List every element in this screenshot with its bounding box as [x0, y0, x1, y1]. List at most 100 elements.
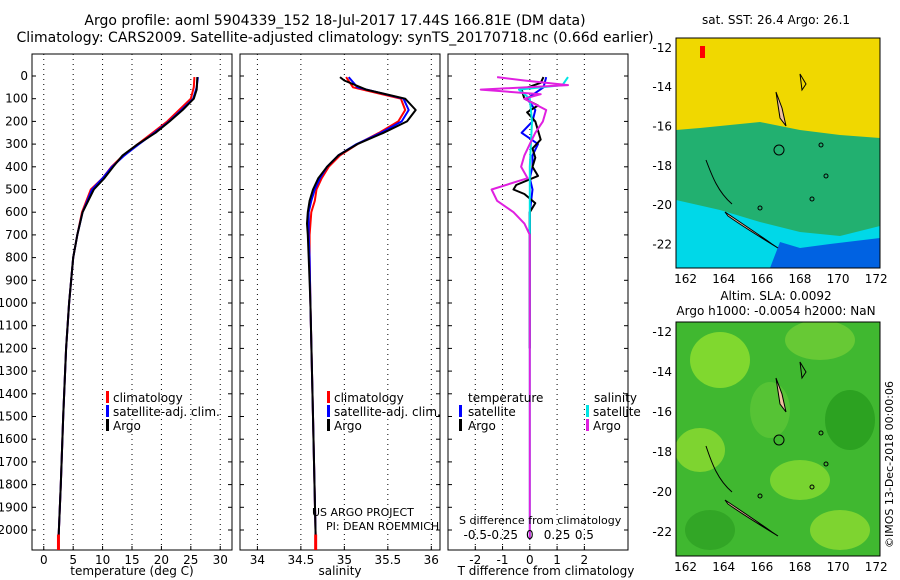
- series-line: [57, 77, 196, 540]
- depth-tick-label: 1500: [0, 410, 28, 424]
- series-line: [479, 76, 569, 540]
- s-difference-ticks: -0.5 -0.25 0 0.25 0.5: [464, 528, 594, 542]
- map-x-tick-label: 170: [827, 560, 850, 574]
- salinity-legend: climatology satellite-adj. clim. Argo: [327, 391, 441, 433]
- legend-label-argo: Argo: [113, 419, 141, 433]
- x-tick-label: -2: [469, 553, 481, 567]
- series-climatology: [57, 77, 196, 540]
- x-tick-label: 0: [40, 553, 48, 567]
- sst-map-title: sat. SST: 26.4 Argo: 26.1: [702, 13, 850, 27]
- depth-tick-label: 300: [5, 137, 28, 151]
- s-tick-label: -0.5: [464, 528, 487, 542]
- sla-map-ticks: 162 164 166 168 170 172 -12 -14 -16 -18 -20 -22: [652, 325, 887, 574]
- x-tick-label: 0: [526, 553, 534, 567]
- series-line: [517, 76, 569, 540]
- sla-map-field: [676, 322, 880, 556]
- map-x-tick-label: 168: [788, 272, 811, 286]
- map-y-tick-label: -16: [652, 405, 672, 419]
- header-line-1: Argo profile: aoml 5904339_152 18-Jul-20…: [84, 13, 585, 29]
- s-tick-label: 0: [526, 528, 534, 542]
- legend-swatch-satellite: [106, 405, 109, 417]
- sst-map-field: [676, 38, 880, 268]
- map-x-tick-label: 172: [865, 272, 888, 286]
- x-tick-label: 35.5: [374, 553, 401, 567]
- depth-tick-label: 1200: [0, 341, 28, 355]
- depth-tick-label: 800: [5, 251, 28, 265]
- map-y-tick-label: -18: [652, 159, 672, 173]
- map-y-tick-label: -12: [652, 325, 672, 339]
- series-line: [520, 76, 548, 349]
- series-argo: [57, 77, 199, 540]
- map-x-tick-label: 164: [712, 272, 735, 286]
- map-x-tick-label: 172: [865, 560, 888, 574]
- depth-tick-label: 1400: [0, 387, 28, 401]
- legend-label-satellite: satellite-adj. clim.: [113, 405, 220, 419]
- map-y-tick-label: -14: [652, 80, 672, 94]
- x-axis-layer: 0 5 10 15 20 25 30 34 34.5 35 35.5 36 -2 -1 0 1 2: [40, 546, 588, 567]
- s-tick-label: 0.5: [575, 528, 594, 542]
- depth-tick-label: 1800: [0, 478, 28, 492]
- sst-map-ticks: 162 164 166 168 170 172 -12 -14 -16 -18 -20 -22: [652, 41, 887, 286]
- x-tick-label: 2: [581, 553, 589, 567]
- x-tick-label: 35: [337, 553, 352, 567]
- legend-label-climatology: climatology: [334, 391, 404, 405]
- map-x-tick-label: 166: [750, 560, 773, 574]
- depth-tick-label: 0: [20, 69, 28, 83]
- depth-tick-label: 400: [5, 160, 28, 174]
- map-x-tick-label: 164: [712, 560, 735, 574]
- legend-swatch-climatology: [327, 391, 330, 403]
- map-y-tick-label: -22: [652, 237, 672, 251]
- legend-label-argo: Argo: [334, 419, 362, 433]
- legend-label-climatology: climatology: [113, 391, 183, 405]
- project-credit-line-1: US ARGO PROJECT: [312, 506, 414, 519]
- map-y-tick-label: -16: [652, 119, 672, 133]
- series-t-argo: [512, 76, 545, 349]
- map-x-tick-label: 168: [788, 560, 811, 574]
- series-line: [306, 76, 417, 540]
- series-line: [307, 76, 410, 540]
- series-satellite-adj-clim-: [307, 76, 410, 540]
- s-tick-label: -0.25: [487, 528, 518, 542]
- s-tick-label: 0.25: [544, 528, 571, 542]
- legend-title-temperature: temperature: [468, 391, 543, 405]
- legend-swatch-satellite: [327, 405, 330, 417]
- series-s-satellite: [517, 76, 569, 540]
- depth-tick-label: 100: [5, 92, 28, 106]
- depth-tick-label: 700: [5, 228, 28, 242]
- series-line: [308, 76, 407, 540]
- difference-xlabel: T difference from climatology: [457, 564, 635, 578]
- map-y-tick-label: -14: [652, 365, 672, 379]
- depth-tick-label: 500: [5, 183, 28, 197]
- legend-swatch-t-argo: [459, 419, 462, 431]
- difference-plot-frame: [447, 53, 629, 551]
- map-y-tick-label: -22: [652, 525, 672, 539]
- sla-map-frame: [675, 321, 881, 557]
- map-x-tick-label: 162: [674, 560, 697, 574]
- x-tick-label: 34.5: [288, 553, 315, 567]
- x-tick-label: 5: [69, 553, 77, 567]
- x-tick-label: -1: [497, 553, 509, 567]
- header-line-2: Climatology: CARS2009. Satellite-adjuste…: [16, 30, 653, 46]
- depth-tick-label: 1600: [0, 432, 28, 446]
- x-tick-label: 20: [154, 553, 169, 567]
- depth-tick-label: 1100: [0, 319, 28, 333]
- salinity-xlabel: salinity: [318, 564, 361, 578]
- x-tick-label: 15: [124, 553, 139, 567]
- depth-tick-label: 1900: [0, 500, 28, 514]
- legend-label-satellite: satellite-adj. clim.: [334, 405, 441, 419]
- argo-location-marker-sla: [773, 434, 785, 446]
- series-layer: [56, 76, 569, 550]
- depth-tick-label: 1700: [0, 455, 28, 469]
- s-difference-label: S difference from climatology: [459, 514, 622, 527]
- map-y-tick-label: -12: [652, 41, 672, 55]
- legend-label-s-satellite: satellite: [593, 405, 641, 419]
- map-y-tick-label: -20: [652, 198, 672, 212]
- map-y-tick-label: -20: [652, 485, 672, 499]
- legend-label-t-argo: Argo: [468, 419, 496, 433]
- map-x-tick-label: 166: [750, 272, 773, 286]
- temperature-xlabel: temperature (deg C): [70, 564, 193, 578]
- series-s-argo: [479, 76, 569, 540]
- x-tick-label: 30: [213, 553, 228, 567]
- series-line: [57, 76, 199, 540]
